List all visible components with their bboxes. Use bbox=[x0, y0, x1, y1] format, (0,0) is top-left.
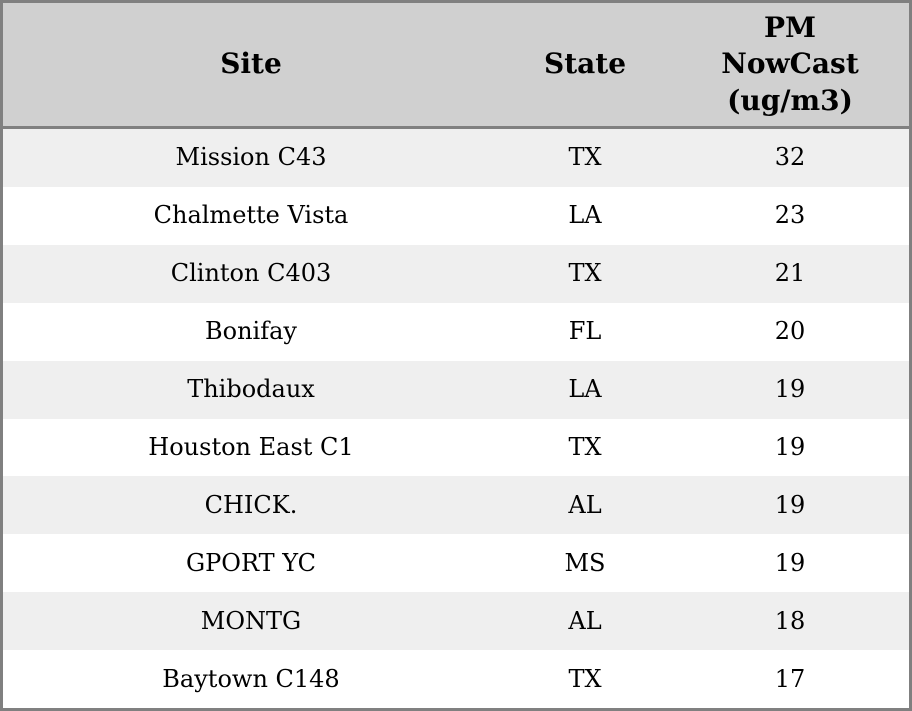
column-header-site: Site bbox=[220, 47, 282, 81]
cell-pm-nowcast: 23 bbox=[774, 201, 806, 230]
table-header-row: Site State PM NowCast (ug/m3) bbox=[3, 3, 909, 129]
cell-pm-nowcast: 19 bbox=[774, 490, 806, 519]
cell-site: Houston East C1 bbox=[148, 432, 354, 461]
cell-state: LA bbox=[568, 201, 602, 230]
table-row: GPORT YC MS 19 bbox=[3, 534, 909, 593]
table-row: Chalmette Vista LA 23 bbox=[3, 186, 909, 245]
table-row: Bonifay FL 20 bbox=[3, 302, 909, 361]
cell-site: Clinton C403 bbox=[170, 259, 332, 288]
cell-state: MS bbox=[564, 548, 606, 577]
cell-site: Baytown C148 bbox=[162, 664, 340, 693]
pm-nowcast-header-label: PM NowCast (ug/m3) bbox=[721, 10, 859, 117]
cell-site: MONTG bbox=[200, 606, 302, 635]
column-header-state: State bbox=[543, 47, 627, 81]
cell-state: LA bbox=[568, 374, 602, 403]
cell-state: AL bbox=[568, 490, 602, 519]
cell-site: Thibodaux bbox=[187, 374, 315, 403]
table-row: Thibodaux LA 19 bbox=[3, 360, 909, 419]
cell-pm-nowcast: 20 bbox=[774, 317, 806, 346]
cell-site: Bonifay bbox=[205, 317, 297, 346]
cell-site: CHICK. bbox=[204, 490, 298, 519]
cell-state: TX bbox=[568, 664, 602, 693]
cell-state: TX bbox=[568, 259, 602, 288]
cell-state: AL bbox=[568, 606, 602, 635]
cell-pm-nowcast: 17 bbox=[774, 664, 806, 693]
table-row: CHICK. AL 19 bbox=[3, 476, 909, 535]
cell-site: GPORT YC bbox=[185, 548, 317, 577]
cell-state: TX bbox=[568, 143, 602, 172]
table-row: MONTG AL 18 bbox=[3, 592, 909, 651]
column-header-pm-nowcast: PM NowCast (ug/m3) bbox=[671, 3, 909, 126]
cell-pm-nowcast: 18 bbox=[774, 606, 806, 635]
cell-pm-nowcast: 19 bbox=[774, 548, 806, 577]
table-row: Houston East C1 TX 19 bbox=[3, 418, 909, 477]
cell-pm-nowcast: 19 bbox=[774, 374, 806, 403]
cell-state: TX bbox=[568, 432, 602, 461]
cell-pm-nowcast: 21 bbox=[774, 259, 806, 288]
cell-site: Chalmette Vista bbox=[153, 201, 349, 230]
table-row: Mission C43 TX 32 bbox=[3, 129, 909, 187]
cell-state: FL bbox=[568, 317, 602, 346]
cell-pm-nowcast: 32 bbox=[774, 143, 806, 172]
cell-pm-nowcast: 19 bbox=[774, 432, 806, 461]
table-row: Baytown C148 TX 17 bbox=[3, 650, 909, 709]
cell-site: Mission C43 bbox=[175, 143, 327, 172]
table-row: Clinton C403 TX 21 bbox=[3, 244, 909, 303]
